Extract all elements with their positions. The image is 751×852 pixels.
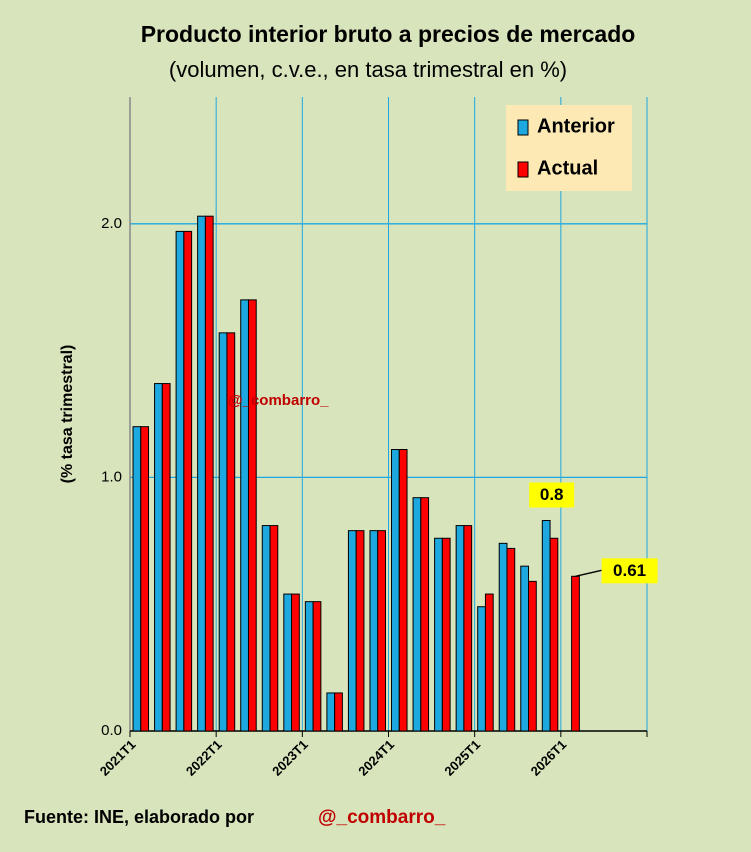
data-label: 0.8	[540, 485, 564, 504]
y-axis-label: (% tasa trimestral)	[59, 345, 76, 484]
bar	[283, 593, 293, 732]
bar	[369, 530, 379, 732]
source-handle: @_combarro_	[318, 807, 446, 828]
bar	[226, 332, 236, 732]
label-box	[601, 558, 658, 584]
bar	[291, 593, 300, 732]
bar	[528, 580, 537, 732]
bar	[506, 547, 516, 732]
bar	[391, 449, 400, 732]
y-tick-label: 2.0	[101, 215, 122, 232]
legend-swatch	[517, 161, 529, 178]
bar	[420, 497, 430, 732]
bar	[455, 525, 465, 732]
bar	[218, 332, 228, 732]
bar	[541, 520, 551, 732]
bar	[412, 497, 422, 732]
label-box	[529, 482, 575, 508]
bar	[326, 692, 336, 732]
y-tick-label: 0.0	[101, 722, 122, 739]
legend-label: Actual	[537, 157, 598, 179]
label-connector	[575, 569, 602, 577]
bar	[377, 530, 386, 732]
legend-swatch	[517, 119, 529, 136]
watermark: @_combarro_	[228, 392, 329, 409]
bar	[304, 601, 314, 732]
bar	[261, 525, 271, 732]
bar	[434, 537, 443, 732]
bar	[132, 426, 142, 732]
bar	[183, 230, 193, 732]
bar	[355, 530, 365, 732]
bar	[154, 383, 163, 732]
bar	[398, 449, 408, 732]
bar	[204, 215, 214, 732]
source: Fuente: INE, elaborado por	[24, 807, 254, 827]
bar	[140, 426, 150, 732]
bar	[520, 565, 530, 732]
bar	[197, 215, 206, 732]
bar	[175, 230, 185, 732]
chart-subtitle: (volumen, c.v.e., en tasa trimestral en …	[169, 57, 567, 82]
bar	[247, 299, 257, 732]
bar	[441, 537, 451, 732]
bar	[498, 542, 508, 732]
bar	[312, 601, 322, 732]
y-tick-label: 1.0	[101, 468, 122, 485]
bar	[549, 537, 559, 732]
bar	[571, 575, 580, 732]
data-label: 0.61	[613, 561, 646, 580]
bar	[463, 525, 473, 732]
bar	[161, 383, 171, 732]
chart-title: Producto interior bruto a precios de mer…	[141, 21, 636, 47]
bar	[477, 606, 486, 732]
bar	[240, 299, 249, 732]
legend-label: Anterior	[537, 115, 615, 137]
bar	[484, 593, 494, 732]
bar	[334, 692, 343, 732]
bar	[269, 525, 279, 732]
bar	[347, 530, 357, 732]
